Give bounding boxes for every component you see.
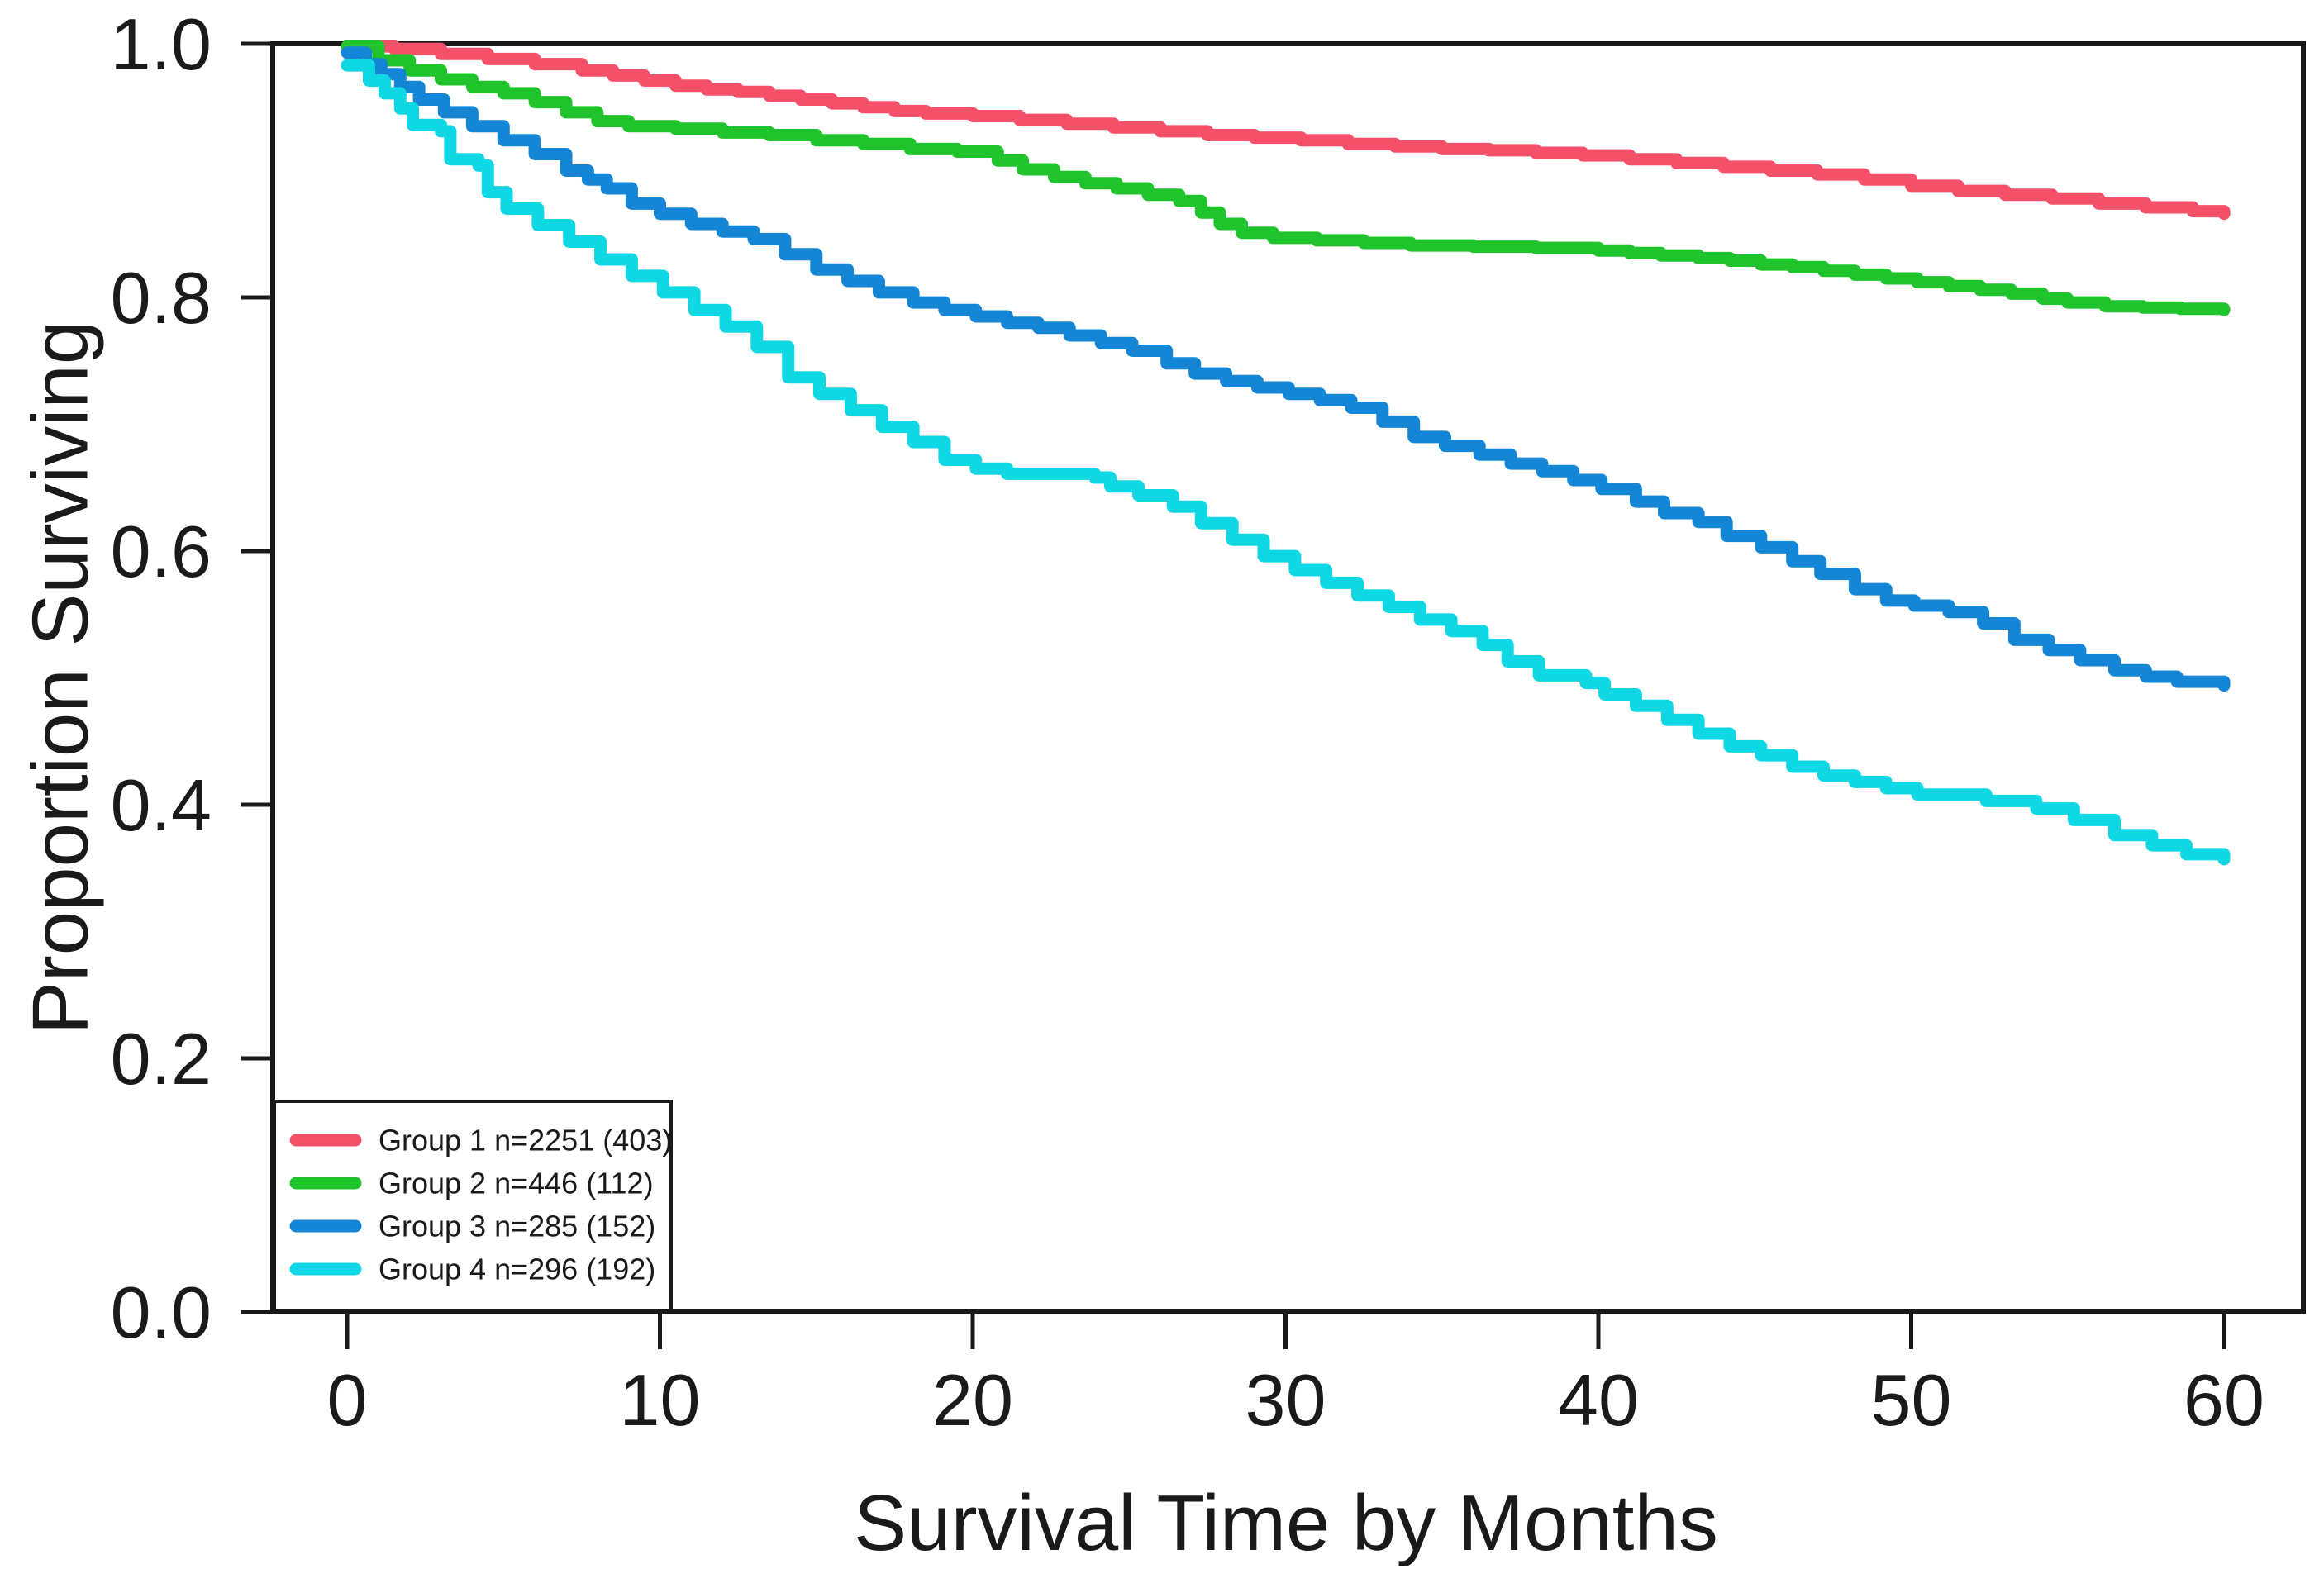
x-tick-label: 30 bbox=[1245, 1359, 1326, 1441]
x-axis-title: Survival Time by Months bbox=[854, 1479, 1718, 1567]
y-axis-title: Proportion Surviving bbox=[17, 321, 105, 1034]
y-tick-label: 0.6 bbox=[111, 511, 212, 592]
legend-label-group-2: Group 2 n=446 (112) bbox=[379, 1167, 654, 1200]
y-tick-label: 0.0 bbox=[111, 1272, 212, 1353]
y-tick-label: 0.2 bbox=[111, 1018, 212, 1100]
km-curve-group-4 bbox=[341, 59, 2231, 866]
km-curve-group-2 bbox=[341, 40, 2231, 316]
x-tick-label: 0 bbox=[327, 1359, 368, 1441]
plot-layer: 0.0 0.2 0.4 0.6 0.8 1.0 0 10 20 30 40 50 60 Group 1 n… bbox=[111, 3, 2306, 1441]
legend-label-group-3: Group 3 n=285 (152) bbox=[379, 1210, 655, 1243]
y-tick-label: 0.8 bbox=[111, 257, 212, 339]
legend-label-group-1: Group 1 n=2251 (403) bbox=[379, 1124, 672, 1158]
x-tick-label: 10 bbox=[620, 1359, 701, 1441]
km-curve-group-1 bbox=[341, 40, 2231, 221]
plot-border bbox=[270, 41, 2306, 1314]
km-curve-group-3 bbox=[341, 46, 2231, 692]
x-tick-label: 40 bbox=[1558, 1359, 1639, 1441]
x-tick-label: 20 bbox=[932, 1359, 1013, 1441]
y-tick-label: 0.4 bbox=[111, 764, 212, 846]
x-tick-label: 60 bbox=[2184, 1359, 2264, 1441]
y-tick-label: 1.0 bbox=[111, 3, 212, 85]
legend-label-group-4: Group 4 n=296 (192) bbox=[379, 1253, 655, 1286]
x-tick-label: 50 bbox=[1871, 1359, 1952, 1441]
